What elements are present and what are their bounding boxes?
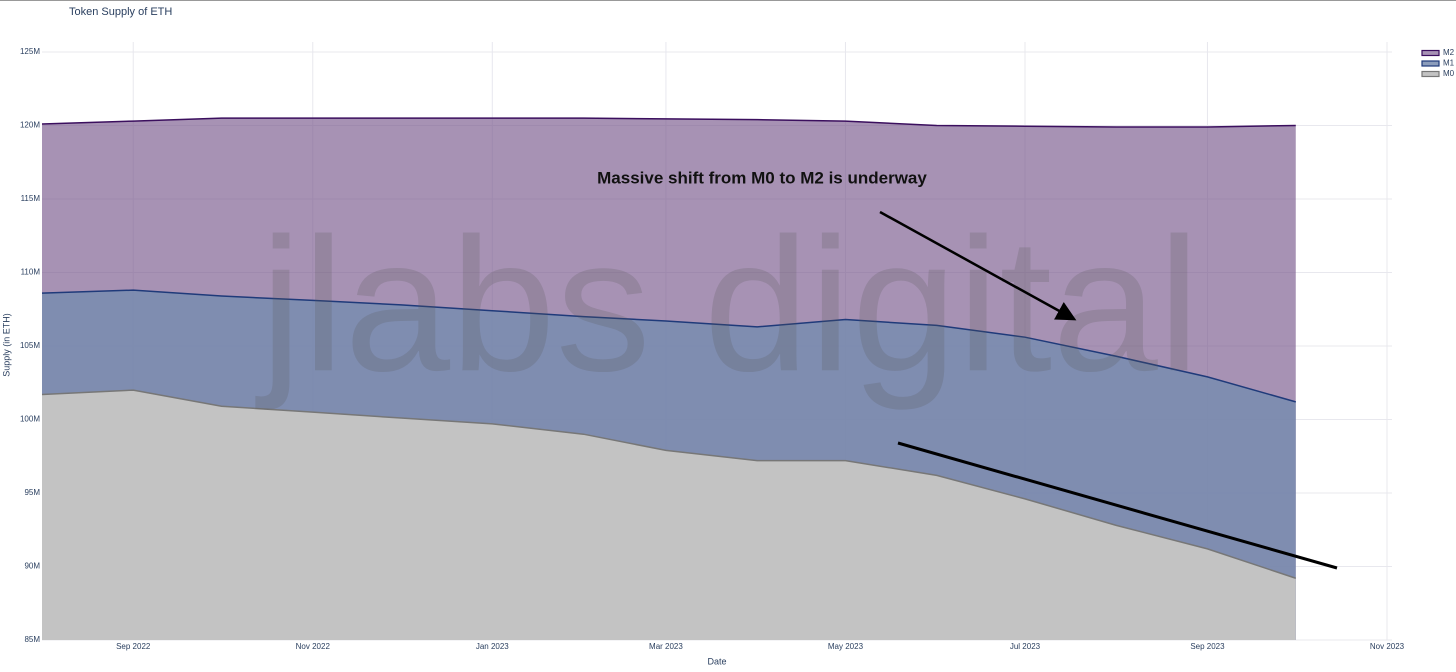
y-axis-label: Supply (in ETH) [1, 313, 11, 377]
area-fill [42, 390, 1296, 640]
trend-line [897, 441, 1338, 570]
y-tick-label: 105M [20, 341, 40, 350]
y-tick-label: 115M [21, 194, 41, 203]
y-tick-label: 100M [20, 415, 40, 424]
areas [41, 117, 1296, 640]
area-line [41, 389, 1296, 579]
y-tick-label: 95M [24, 488, 40, 497]
annotation: Massive shift from M0 to M2 is underway [597, 168, 927, 187]
x-tick-label: Jul 2023 [1010, 642, 1041, 651]
annotation-arrow [879, 210, 1077, 321]
x-tick-label: Sep 2022 [116, 642, 151, 651]
y-tick-label: 110M [21, 268, 41, 277]
x-tick-label: Jan 2023 [476, 642, 509, 651]
x-tick-label: Mar 2023 [649, 642, 683, 651]
legend-label: M0 [1443, 69, 1455, 78]
x-tick-label: Sep 2023 [1190, 642, 1225, 651]
legend-swatch [1421, 60, 1440, 67]
area-line [41, 289, 1296, 403]
area-line [41, 117, 1296, 128]
y-tick-label: 125M [20, 47, 40, 56]
watermark: jlabs digital [255, 199, 1200, 411]
y-tick-label: 85M [24, 635, 40, 644]
axes: 85M 90M 95M 100M 105M 110M 115M 120M 125M Sep 202… [20, 47, 1405, 651]
chart-title: Token Supply of ETH [69, 6, 172, 18]
x-axis-label: Date [707, 656, 726, 666]
legend-label: M2 [1443, 48, 1455, 57]
x-tick-label: Nov 2023 [1370, 642, 1405, 651]
x-tick-label: Nov 2022 [296, 642, 331, 651]
legend-label: M1 [1443, 59, 1455, 68]
y-tick-label: 120M [20, 121, 40, 130]
legend-swatch [1421, 70, 1440, 78]
x-tick-label: May 2023 [828, 642, 864, 651]
legend-swatch [1421, 49, 1440, 57]
y-tick-label: 90M [24, 562, 40, 571]
